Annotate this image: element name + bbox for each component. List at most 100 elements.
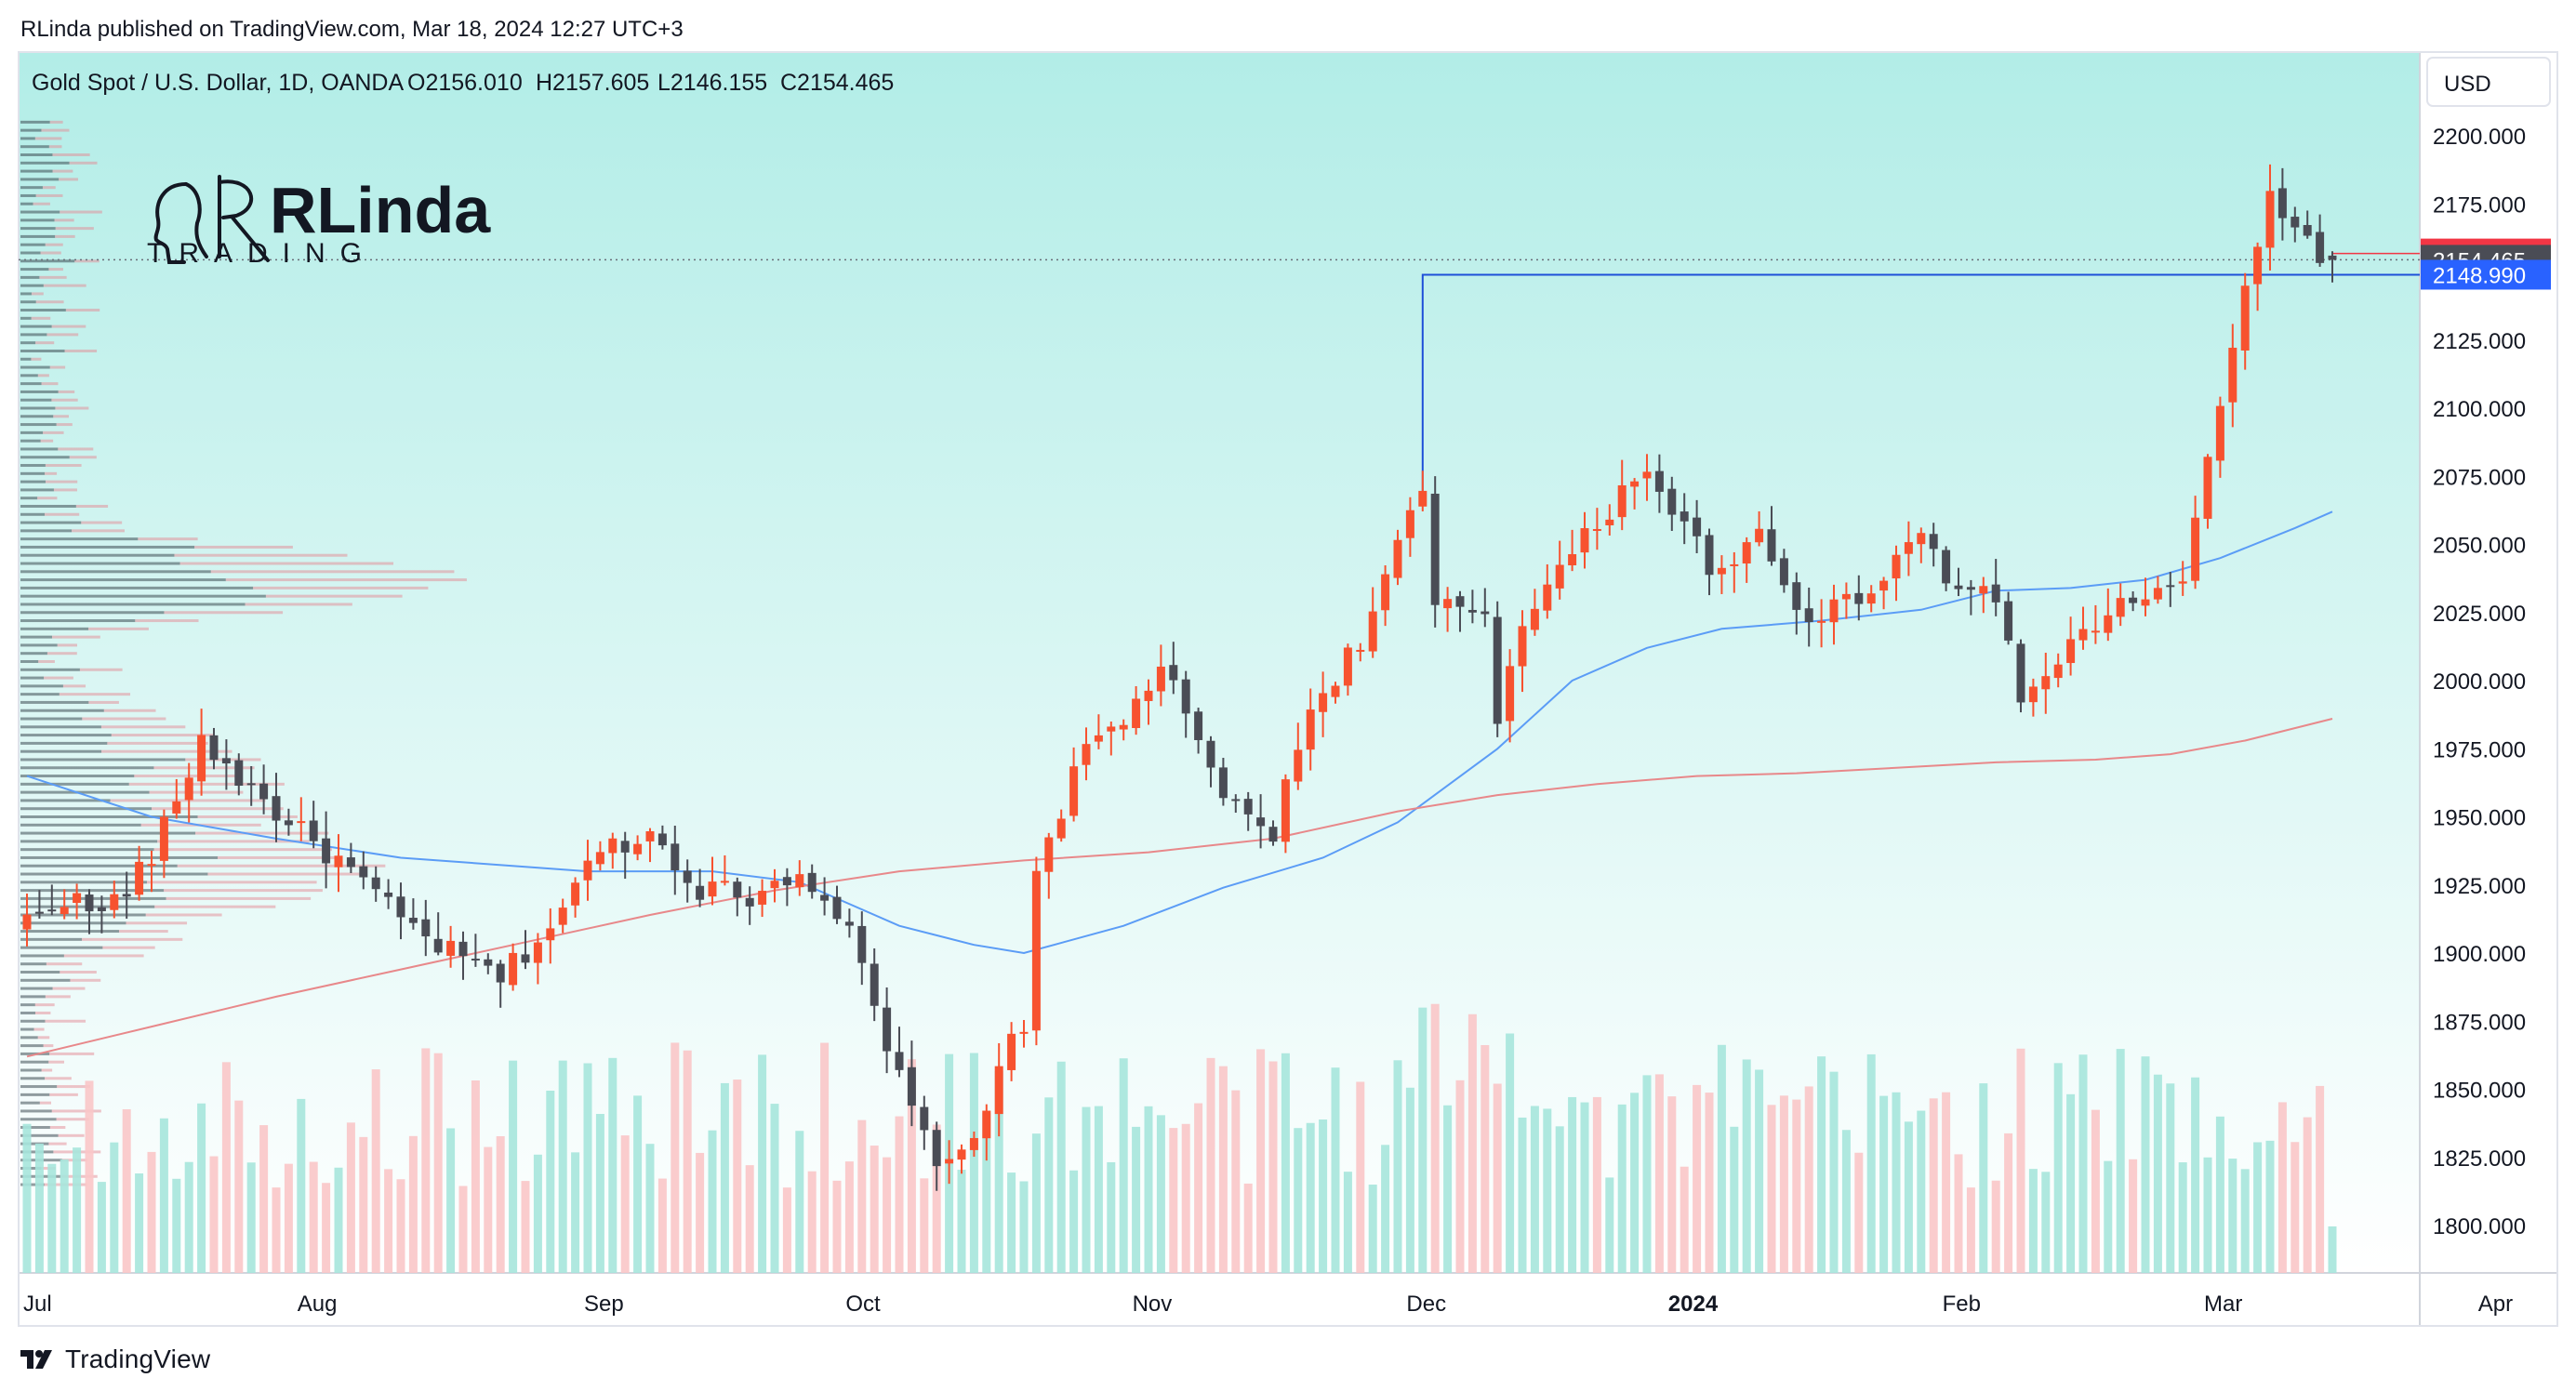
profile-row-buy [20, 439, 41, 443]
volume-bar [1007, 1172, 1016, 1273]
volume-bar [1430, 1003, 1440, 1273]
profile-row-sell [45, 1077, 72, 1080]
profile-row-buy [20, 603, 246, 606]
volume-bar [696, 1152, 705, 1273]
candle-body [1630, 481, 1640, 487]
profile-row-sell [194, 545, 293, 549]
volume-bar [883, 1157, 892, 1273]
candle-body [2328, 255, 2337, 260]
profile-row-sell [48, 268, 63, 272]
profile-row-buy [20, 668, 80, 671]
volume-bar [558, 1060, 567, 1273]
profile-row-buy [20, 807, 153, 811]
volume-bars [22, 1003, 2337, 1273]
time-tick-label: Nov [1133, 1292, 1173, 1317]
candle-body [1892, 554, 1901, 579]
price-axis[interactable]: 2200.0002175.0002150.0002125.0002100.000… [2421, 125, 2551, 1239]
volume-bar [1181, 1123, 1190, 1273]
profile-row-buy [20, 766, 154, 770]
profile-row-buy [20, 128, 42, 132]
volume-bar [1467, 1013, 1477, 1273]
candle-body [471, 959, 480, 961]
volume-bar [309, 1161, 318, 1273]
profile-row-buy [20, 946, 103, 949]
currency-button-bg[interactable] [2426, 57, 2551, 107]
profile-row-sell [34, 137, 62, 140]
volume-bar [1405, 1087, 1414, 1273]
time-axis[interactable]: Jul Aug Sep Oct Nov Dec 2024 Feb Mar Apr [23, 1292, 2513, 1317]
candle-body [1443, 599, 1453, 609]
volume-bar [1767, 1105, 1776, 1273]
volume-bar [1841, 1130, 1851, 1273]
volume-bar [620, 1135, 630, 1273]
volume-bar [1979, 1083, 1988, 1273]
profile-row-sell [245, 603, 352, 606]
candle-body [73, 893, 82, 904]
currency-button-label[interactable]: USD [2444, 72, 2491, 97]
profile-row-buy [20, 374, 38, 378]
profile-row-sell [58, 1133, 85, 1137]
volume-bar [1717, 1044, 1726, 1273]
volume-bar [770, 1104, 779, 1273]
profile-row-sell [88, 627, 149, 630]
profile-row-sell [35, 341, 55, 345]
candle-body [807, 872, 817, 893]
profile-row-sell [51, 635, 100, 639]
candle-body [1144, 690, 1153, 701]
profile-row-buy [20, 390, 59, 393]
volume-bar [1356, 1081, 1365, 1273]
profile-row-sell [65, 309, 100, 312]
candle-body [1605, 519, 1614, 525]
profile-row-buy [20, 594, 266, 598]
profile-row-sell [43, 284, 86, 287]
currency-button[interactable]: USD [2426, 57, 2551, 107]
profile-row-sell [253, 586, 429, 590]
price-tick-label: 1875.000 [2433, 1010, 2526, 1035]
candle-body [1231, 799, 1241, 801]
profile-row-buy [20, 268, 49, 272]
profile-row-buy [20, 537, 139, 541]
profile-row-sell [69, 456, 97, 459]
time-tick-label: 2024 [1668, 1292, 1719, 1317]
candle-body [384, 892, 393, 897]
volume-bar [2191, 1077, 2200, 1273]
candle-body [22, 914, 32, 930]
profile-row-buy [20, 325, 52, 328]
profile-row-sell [88, 700, 119, 704]
candle-body [509, 952, 518, 986]
symbol-title[interactable]: Gold Spot / U.S. Dollar, 1D, OANDA [32, 70, 404, 96]
profile-row-sell [134, 775, 236, 778]
profile-row-sell [55, 234, 75, 238]
profile-row-buy [20, 447, 59, 451]
published-caption: RLinda published on TradingView.com, Mar… [20, 17, 684, 42]
profile-row-buy [20, 120, 50, 124]
profile-row-sell [69, 161, 98, 165]
candle-body [1530, 608, 1539, 630]
volume-bar [396, 1179, 405, 1273]
candle-body [446, 940, 456, 956]
logo-head-icon [153, 175, 270, 264]
price-badge-label: 2148.990 [2433, 263, 2526, 288]
volume-bar [733, 1080, 742, 1273]
volume-bar [1792, 1099, 1801, 1273]
candle-body [2228, 347, 2237, 403]
profile-row-buy [20, 341, 36, 345]
volume-bar [1654, 1074, 1664, 1273]
volume-bar [1966, 1187, 1975, 1273]
candle-body [720, 881, 729, 883]
profile-row-buy [20, 799, 111, 802]
candle-body [2303, 225, 2312, 236]
candle-body [1817, 620, 1826, 623]
profile-row-sell [64, 349, 98, 352]
volume-bar [1294, 1128, 1303, 1273]
candle-body [1368, 611, 1377, 652]
profile-row-buy [20, 619, 136, 623]
volume-bar [2041, 1172, 2051, 1273]
profile-row-sell [49, 1126, 66, 1130]
volume-bar [509, 1060, 518, 1273]
profile-row-sell [166, 896, 312, 900]
volume-bar [2141, 1056, 2150, 1273]
profile-row-buy [20, 275, 40, 279]
profile-row-sell [59, 178, 78, 181]
